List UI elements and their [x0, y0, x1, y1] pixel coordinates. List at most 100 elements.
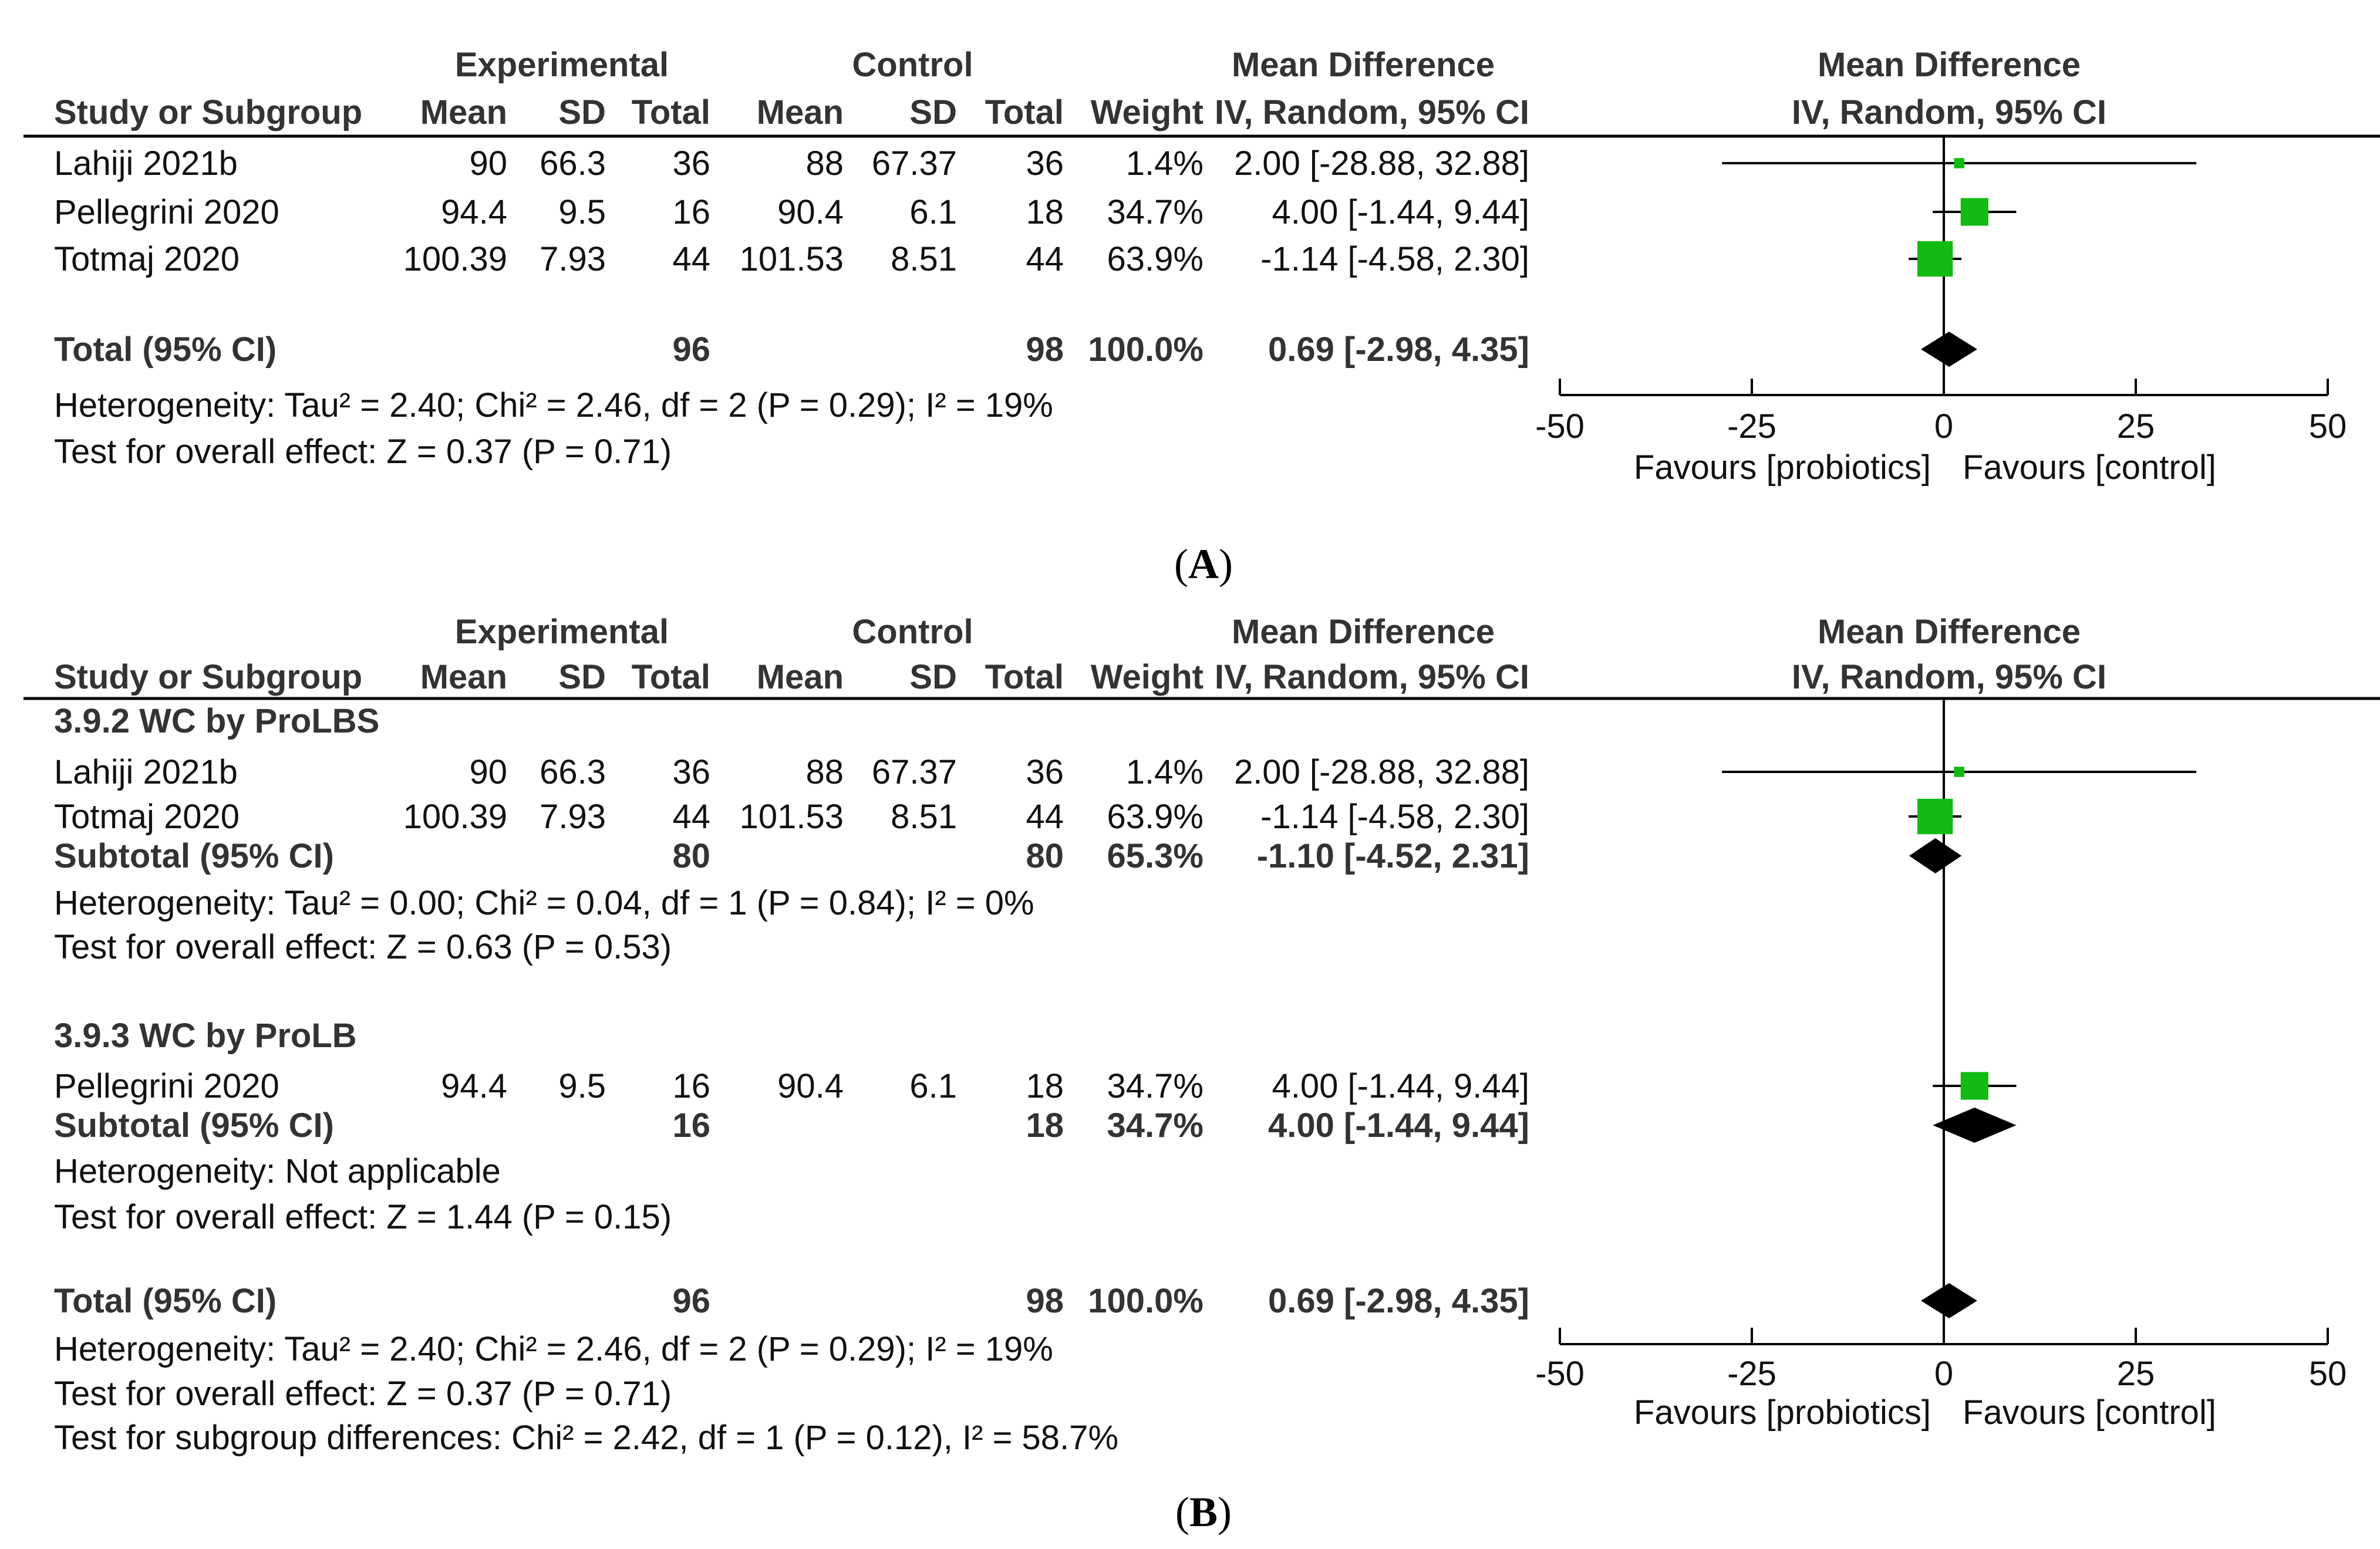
- cell-ctl-sd: 67.37: [872, 144, 957, 183]
- cell-exp-total: 96: [672, 330, 710, 369]
- cell-ctl-mean: 88: [805, 144, 844, 183]
- study-row-label: Lahiji 2021b: [54, 144, 238, 183]
- column-header-ci: IV, Random, 95% CI: [1215, 658, 1529, 696]
- cell-exp-sd: 66.3: [540, 144, 606, 183]
- favours-right-label: Favours [control]: [1963, 448, 2216, 487]
- subtotal-row-label: Subtotal (95% CI): [54, 1106, 334, 1145]
- cell-weight: 34.7%: [1107, 1106, 1204, 1145]
- cell-ctl-total: 36: [1026, 144, 1064, 183]
- cell-exp-mean: 94.4: [441, 1067, 507, 1105]
- cell-exp-sd: 9.5: [558, 1067, 606, 1105]
- statistics-note: Heterogeneity: Tau² = 2.40; Chi² = 2.46,…: [54, 386, 1053, 424]
- cell-weight: 63.9%: [1107, 240, 1204, 278]
- study-row-label: Totmaj 2020: [54, 240, 240, 278]
- study-row-label: Totmaj 2020: [54, 798, 240, 836]
- cell-ci: 2.00 [-28.88, 32.88]: [1234, 144, 1529, 183]
- favours-left-label: Favours [probiotics]: [1634, 448, 1931, 487]
- cell-ctl-mean: 101.53: [740, 798, 844, 836]
- statistics-note: Test for overall effect: Z = 0.37 (P = 0…: [54, 433, 672, 471]
- pooled-diamond: [1921, 1283, 1977, 1318]
- cell-ci: 2.00 [-28.88, 32.88]: [1234, 753, 1529, 791]
- cell-ci: -1.10 [-4.52, 2.31]: [1257, 837, 1529, 875]
- cell-exp-sd: 9.5: [558, 193, 606, 231]
- x-axis-tick-label: -25: [1727, 407, 1776, 446]
- header-experimental: Experimental: [455, 613, 669, 651]
- column-header-weight: Weight: [1091, 658, 1204, 696]
- statistics-note: Test for overall effect: Z = 0.37 (P = 0…: [54, 1375, 672, 1413]
- header-plot-mean-difference: Mean Difference: [1818, 613, 2081, 651]
- statistics-note: Heterogeneity: Tau² = 2.40; Chi² = 2.46,…: [54, 1330, 1053, 1368]
- cell-ctl-sd: 67.37: [872, 753, 957, 791]
- cell-exp-total: 96: [672, 1282, 710, 1320]
- cell-weight: 63.9%: [1107, 798, 1204, 836]
- x-axis-tick-label: 25: [2117, 407, 2155, 446]
- cell-ci: 0.69 [-2.98, 4.35]: [1268, 1282, 1529, 1320]
- subtotal-row-label: Subtotal (95% CI): [54, 837, 334, 875]
- column-header-ctl-total: Total: [985, 658, 1064, 696]
- column-header-exp-total: Total: [632, 658, 710, 696]
- x-axis-tick-label: -50: [1535, 407, 1585, 446]
- pooled-diamond: [1921, 332, 1977, 367]
- panel-label: (B): [1175, 1489, 1232, 1535]
- column-header-ctl-sd: SD: [909, 658, 957, 696]
- favours-left-label: Favours [probiotics]: [1634, 1393, 1931, 1432]
- statistics-note: Heterogeneity: Not applicable: [54, 1152, 501, 1190]
- cell-ci: 4.00 [-1.44, 9.44]: [1268, 1106, 1529, 1145]
- cell-exp-sd: 7.93: [540, 798, 606, 836]
- cell-ctl-total: 18: [1026, 1106, 1064, 1145]
- column-header-ctl-sd: SD: [909, 93, 957, 131]
- subgroup-heading: 3.9.2 WC by ProLBS: [54, 702, 379, 740]
- cell-ctl-total: 36: [1026, 753, 1064, 791]
- total-row-label: Total (95% CI): [54, 330, 277, 369]
- cell-ci: 4.00 [-1.44, 9.44]: [1272, 193, 1529, 231]
- cell-weight: 65.3%: [1107, 837, 1204, 875]
- x-axis-tick-label: 0: [1934, 1355, 1953, 1393]
- cell-weight: 100.0%: [1088, 1282, 1204, 1320]
- subtotal-diamond: [1909, 838, 1962, 873]
- effect-square-marker: [1954, 158, 1964, 168]
- column-header-exp-total: Total: [632, 93, 710, 131]
- effect-square-marker: [1960, 1072, 1988, 1100]
- statistics-note: Heterogeneity: Tau² = 0.00; Chi² = 0.04,…: [54, 884, 1034, 922]
- x-axis-tick-label: 50: [2309, 407, 2347, 446]
- column-header-ctl-total: Total: [985, 93, 1064, 131]
- cell-weight: 100.0%: [1088, 330, 1204, 369]
- x-axis-tick-label: 25: [2117, 1355, 2155, 1393]
- cell-weight: 1.4%: [1126, 753, 1204, 791]
- x-axis-tick-label: -50: [1535, 1355, 1585, 1393]
- cell-ctl-mean: 90.4: [777, 1067, 844, 1105]
- x-axis-tick-label: -25: [1727, 1355, 1776, 1393]
- cell-ctl-sd: 8.51: [891, 240, 957, 278]
- cell-ctl-total: 98: [1026, 1282, 1064, 1320]
- effect-square-marker: [1954, 767, 1964, 777]
- cell-exp-mean: 100.39: [403, 798, 507, 836]
- cell-exp-total: 44: [672, 798, 710, 836]
- column-header-weight: Weight: [1091, 93, 1204, 131]
- column-header-ci: IV, Random, 95% CI: [1215, 93, 1529, 131]
- column-header-ctl-mean: Mean: [757, 93, 844, 131]
- cell-exp-mean: 90: [469, 753, 507, 791]
- study-row-label: Pellegrini 2020: [54, 193, 279, 231]
- header-mean-difference: Mean Difference: [1232, 46, 1495, 84]
- cell-exp-total: 16: [672, 1106, 710, 1145]
- column-header-exp-mean: Mean: [420, 93, 507, 131]
- cell-weight: 1.4%: [1126, 144, 1204, 183]
- column-header-study: Study or Subgroup: [54, 658, 362, 696]
- column-header-exp-sd: SD: [558, 93, 606, 131]
- column-header-study: Study or Subgroup: [54, 93, 362, 131]
- column-header-ctl-mean: Mean: [757, 658, 844, 696]
- forest-panel-a: Experimental Control Mean Difference Mean D…: [23, 46, 2380, 588]
- column-header-plot: IV, Random, 95% CI: [1792, 93, 2106, 131]
- cell-ctl-total: 80: [1026, 837, 1064, 875]
- cell-exp-total: 16: [672, 1067, 710, 1105]
- cell-exp-total: 80: [672, 837, 710, 875]
- header-plot-mean-difference: Mean Difference: [1818, 46, 2081, 84]
- cell-exp-sd: 7.93: [540, 240, 606, 278]
- study-row-label: Lahiji 2021b: [54, 753, 238, 791]
- statistics-note: Test for overall effect: Z = 0.63 (P = 0…: [54, 928, 672, 966]
- subgroup-heading: 3.9.3 WC by ProLB: [54, 1017, 357, 1055]
- cell-weight: 34.7%: [1107, 193, 1204, 231]
- cell-ctl-total: 18: [1026, 193, 1064, 231]
- cell-exp-total: 16: [672, 193, 710, 231]
